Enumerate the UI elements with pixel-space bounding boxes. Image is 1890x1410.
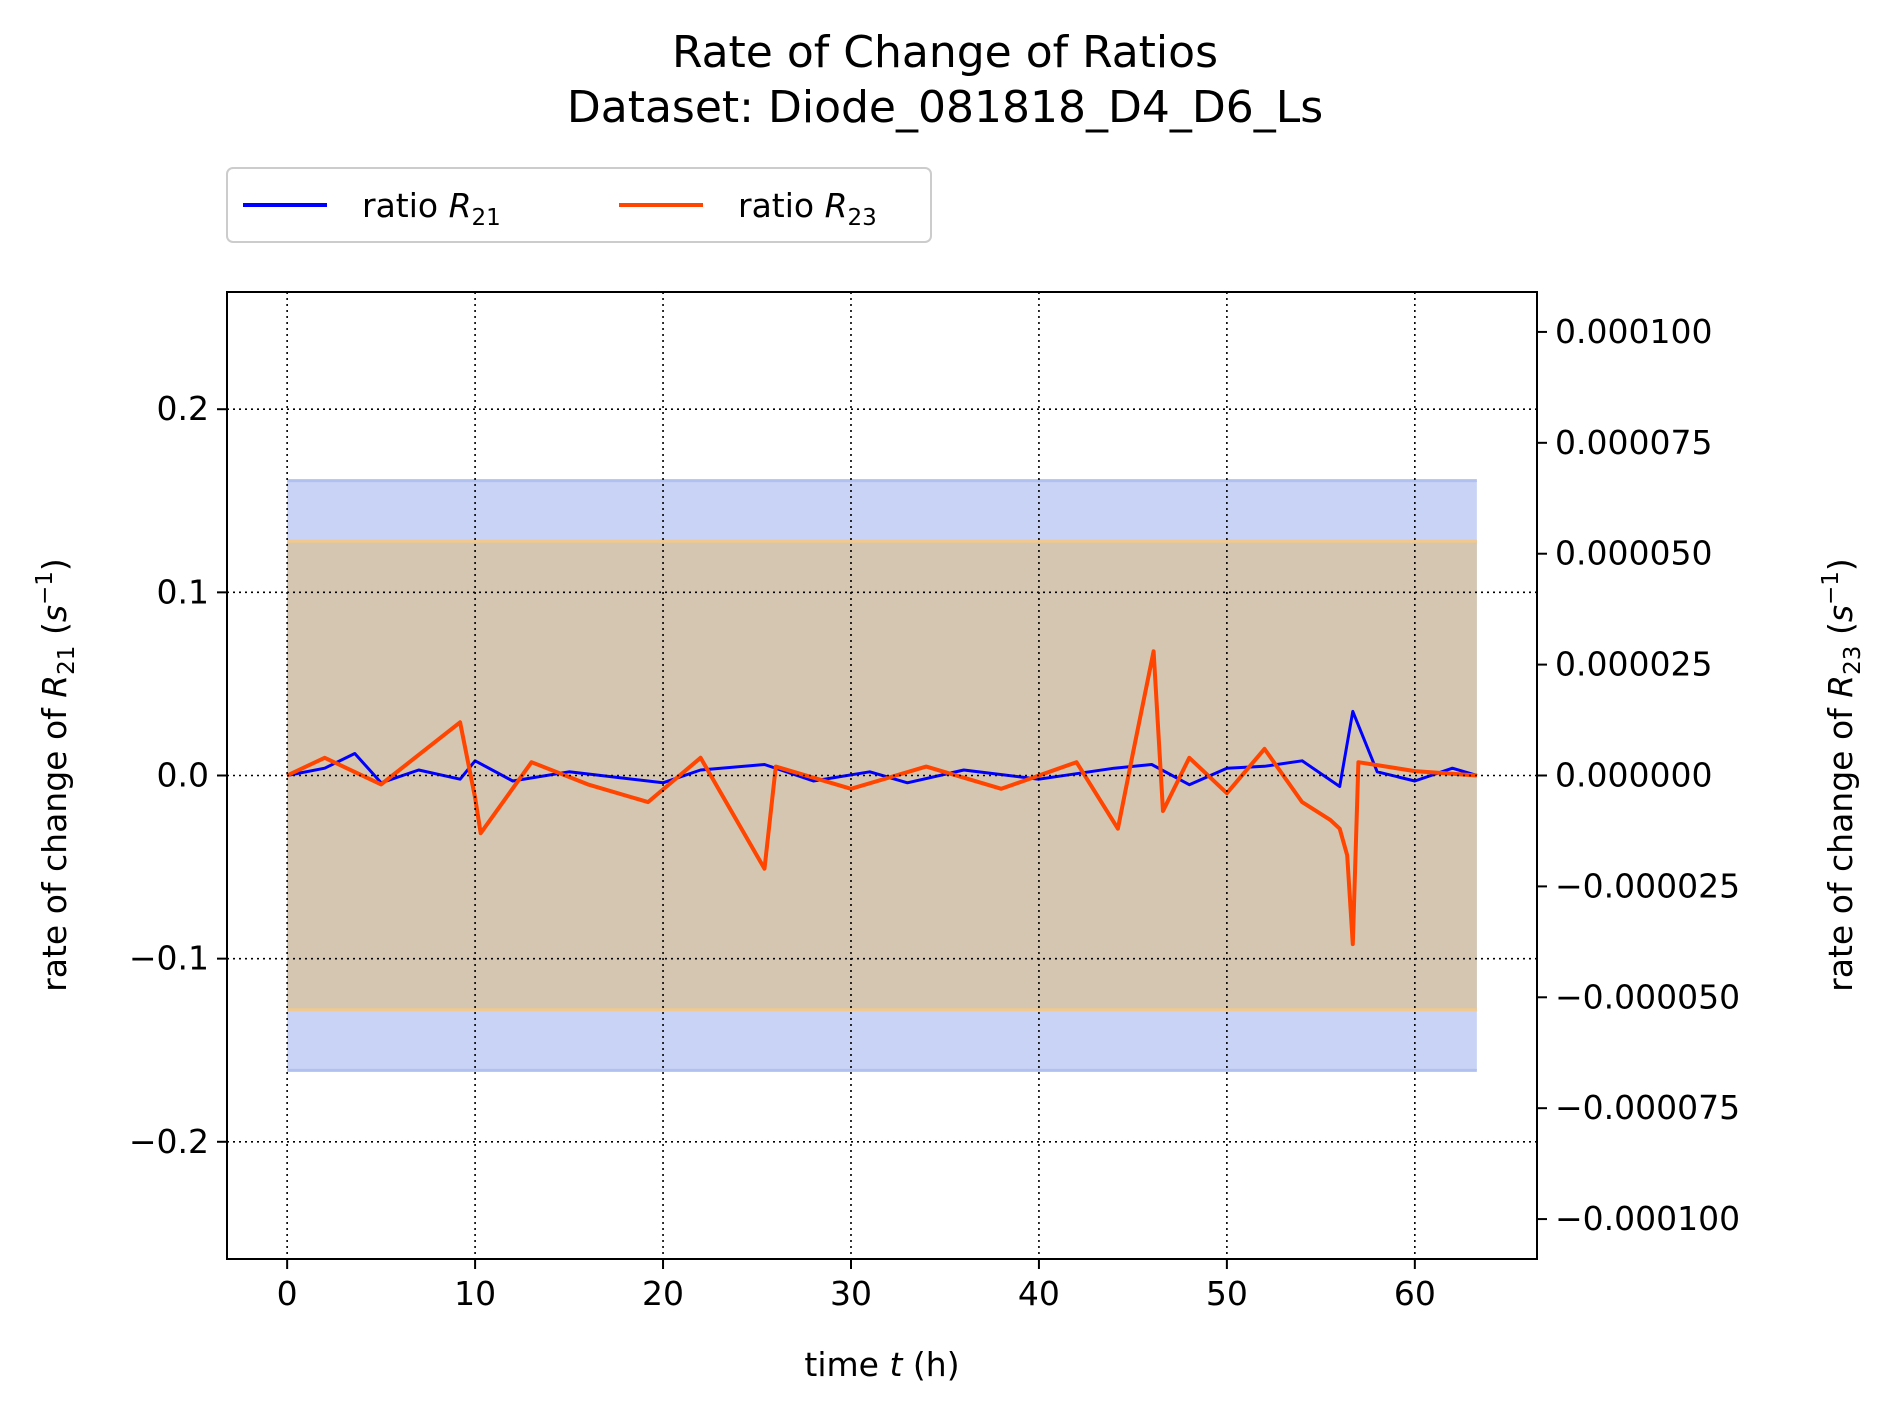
x-axis-label: time t (h)	[804, 1345, 959, 1384]
y-right-tick-label: −0.000050	[1555, 977, 1740, 1016]
series-line-r21	[286, 709, 1478, 788]
y-axis-left: −0.2 −0.1 0.0 0.1 0.2	[129, 389, 227, 1161]
x-tick-label: 10	[454, 1274, 496, 1313]
y-axis-right: −0.000100 −0.000075 −0.000050 −0.000025 0.00…	[1537, 312, 1740, 1238]
y-left-tick-label: −0.1	[129, 939, 209, 978]
y-axis-right-label: rate of change of R23 (s−1)	[1818, 558, 1866, 992]
y-left-tick-label: 0.1	[157, 572, 209, 611]
y-right-tick-label: 0.000000	[1555, 756, 1712, 795]
legend-label-r23: ratio R23	[738, 186, 877, 231]
legend-frame	[226, 167, 932, 243]
chart-subtitle: Dataset: Diode_081818_D4_D6_Ls	[567, 82, 1323, 133]
y-right-tick-label: −0.000075	[1555, 1088, 1740, 1127]
legend-label-r21: ratio R21	[362, 186, 501, 231]
y-right-tick-label: −0.000025	[1555, 866, 1740, 905]
legend: ratio R21 ratio R23	[226, 167, 932, 243]
x-tick-label: 0	[277, 1274, 298, 1313]
y-axis-left-label: rate of change of R21 (s−1)	[32, 558, 80, 992]
y-left-tick-label: 0.2	[157, 389, 209, 428]
x-axis: 0 10 20 30 40 50 60	[277, 1259, 1436, 1313]
x-tick-label: 40	[1018, 1274, 1060, 1313]
y-right-tick-label: 0.000100	[1555, 312, 1712, 351]
y-right-tick-label: 0.000075	[1555, 423, 1712, 462]
x-tick-label: 50	[1206, 1274, 1248, 1313]
y-right-tick-label: −0.000100	[1555, 1199, 1740, 1238]
x-tick-label: 20	[642, 1274, 684, 1313]
grid	[227, 292, 1537, 1259]
x-tick-label: 30	[830, 1274, 872, 1313]
x-tick-label: 60	[1394, 1274, 1436, 1313]
y-left-tick-label: 0.0	[157, 756, 209, 795]
y-right-tick-label: 0.000025	[1555, 645, 1712, 684]
series-line-r23	[286, 649, 1478, 947]
y-left-tick-label: −0.2	[129, 1122, 209, 1161]
y-right-tick-label: 0.000050	[1555, 534, 1712, 573]
chart-title: Rate of Change of Ratios	[672, 27, 1218, 78]
